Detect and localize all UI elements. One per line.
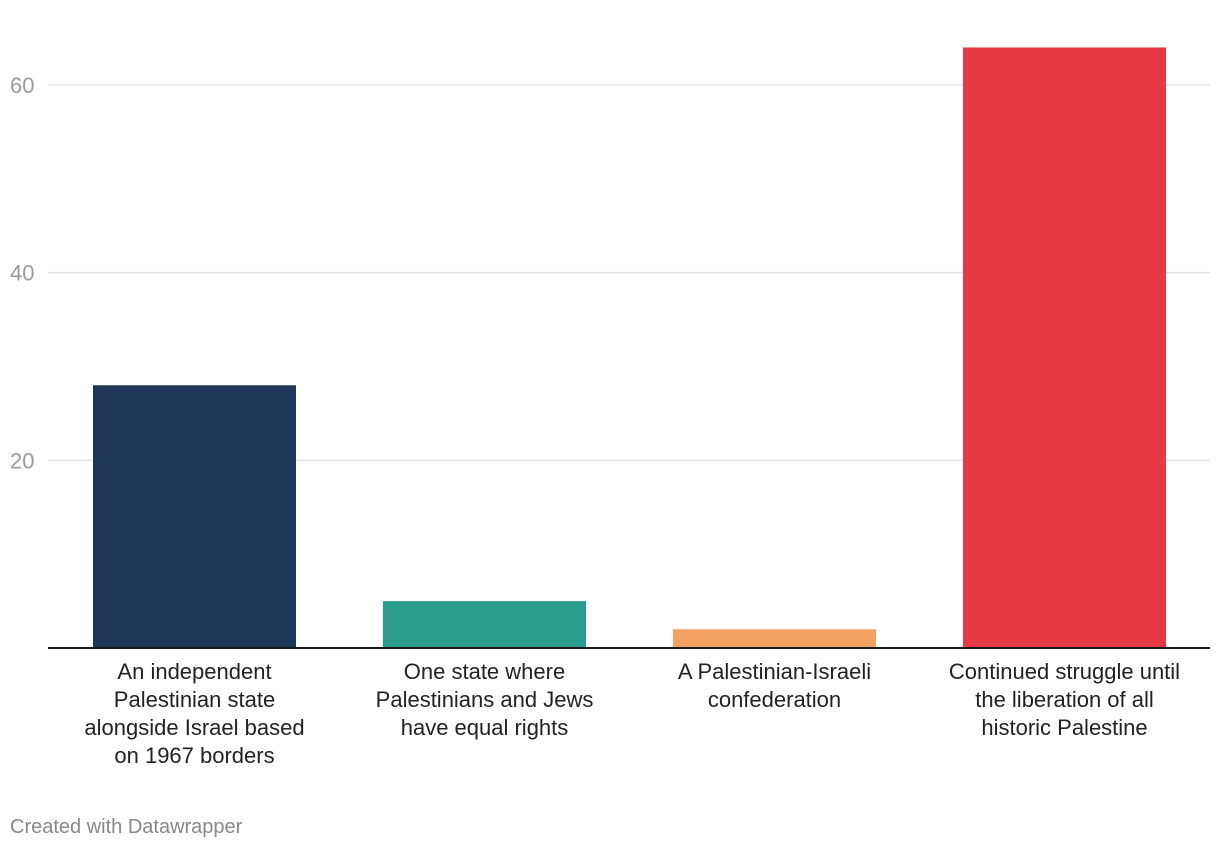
x-category-label: A Palestinian-Israeli confederation	[645, 658, 905, 714]
x-category-label-line: Palestinian state	[113, 687, 276, 712]
bar	[673, 629, 876, 648]
y-tick-label: 40	[10, 261, 34, 286]
y-axis-ticks: 20 40 60	[10, 73, 34, 473]
x-category-label-line: One state where	[403, 659, 566, 684]
x-category-label-line: confederation	[707, 687, 842, 712]
x-category-label-line: on 1967 borders	[114, 743, 275, 768]
x-category-label: An independent Palestinian state alongside…	[65, 658, 325, 770]
y-tick-label: 60	[10, 73, 34, 98]
x-category-label: One state where Palestinians and Jews have…	[355, 658, 615, 742]
bar	[93, 385, 296, 648]
x-category-label-line: historic Palestine	[981, 715, 1148, 740]
bar	[963, 47, 1166, 648]
x-category-label-line: have equal rights	[400, 715, 569, 740]
bar	[383, 601, 586, 648]
x-category-label-line: A Palestinian-Israeli	[677, 659, 872, 684]
x-category-label-line: alongside Israel based	[84, 715, 305, 740]
x-category-label-line: An independent	[117, 659, 272, 684]
x-category-label-line: Continued struggle until	[948, 659, 1181, 684]
x-category-label-line: the liberation of all	[975, 687, 1154, 712]
x-category-label: Continued struggle until the liberation o…	[935, 658, 1195, 742]
x-category-label-line: Palestinians and Jews	[375, 687, 594, 712]
bars	[93, 47, 1166, 648]
y-tick-label: 20	[10, 448, 34, 473]
datawrapper-credit: Created with Datawrapper	[10, 816, 243, 838]
